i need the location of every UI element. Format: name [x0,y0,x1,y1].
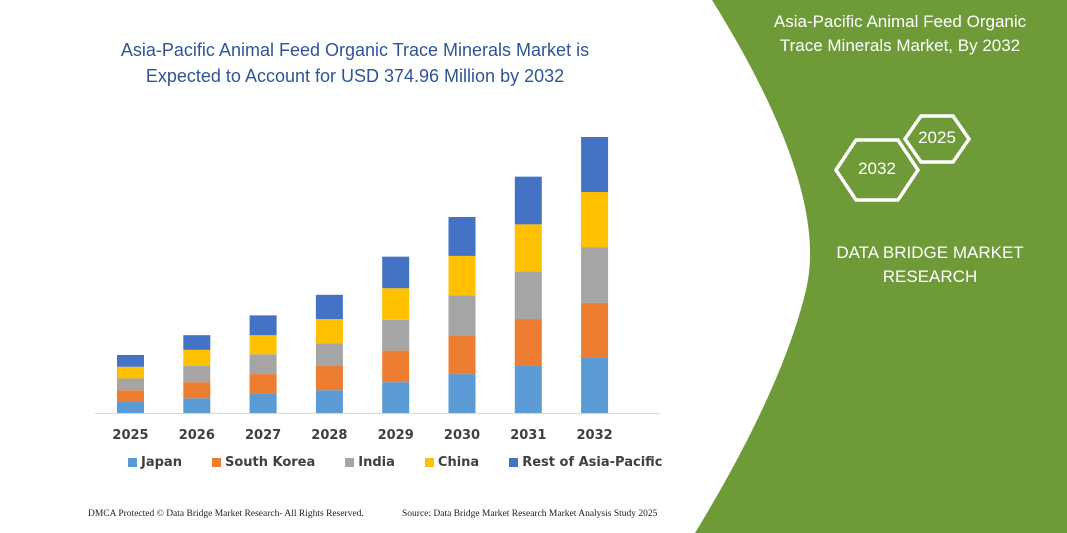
bar-segment-2032-japan [581,357,609,413]
bar-segment-2027-japan [249,393,277,413]
hexagon-2032-icon [833,138,921,202]
legend-swatch-icon [211,458,221,467]
bar-segment-2029-rest-of-asia-pacific [382,256,410,289]
bar-segment-2032-south-korea [581,302,609,358]
brand-line1: DATA BRIDGE MARKET [836,243,1024,262]
bar-segment-2026-china [183,349,211,367]
bar-segment-2026-rest-of-asia-pacific [183,335,211,350]
bar-segment-2029-south-korea [382,350,410,383]
bar-segment-2025-rest-of-asia-pacific [117,355,144,367]
legend-item: India [345,455,395,470]
panel-title: Asia-Pacific Animal Feed Organic Trace M… [740,10,1060,58]
legend-item: Rest of Asia-Pacific [509,455,663,470]
bar-segment-2032-china [581,192,609,248]
bar-segment-2026-india [183,366,211,383]
x-tick-label: 2028 [311,428,347,443]
bar-segment-2032-rest-of-asia-pacific [581,137,609,193]
bar-segment-2025-japan [117,401,144,413]
legend-swatch-icon [128,458,137,467]
x-tick-label: 2025 [112,428,148,443]
bar-segment-2029-india [382,319,410,351]
bar-segment-2027-rest-of-asia-pacific [249,315,277,336]
legend-item: South Korea [211,455,316,470]
panel-background [695,0,1067,533]
bar-segment-2030-japan [448,374,476,413]
x-tick-label: 2029 [378,428,414,443]
bar-segment-2027-south-korea [249,374,277,394]
bar-segment-2028-rest-of-asia-pacific [315,294,343,320]
footer-source: Source: Data Bridge Market Research Mark… [402,509,658,519]
bar-segment-2027-india [249,354,277,375]
hex-label-2025: 2025 [918,128,956,147]
bar-segment-2028-japan [315,390,343,413]
x-tick-label: 2031 [510,428,546,443]
bar-segment-2031-south-korea [514,319,542,367]
x-tick-label: 2027 [245,428,281,443]
panel-title-line1: Asia-Pacific Animal Feed Organic [773,12,1027,31]
chart-legend: Japan South Korea India China Rest of Asia-P… [128,455,693,470]
legend-label: India [358,455,395,470]
x-tick-label: 2032 [577,428,613,443]
x-tick-label: 2026 [179,428,215,443]
bar-segment-2027-china [249,335,277,355]
chart-title: Asia-Pacific Animal Feed Organic Trace M… [60,37,650,89]
bar-segment-2026-south-korea [183,382,211,399]
bar-segment-2029-china [382,288,410,320]
legend-swatch-icon [345,458,355,467]
stacked-bar-chart: 2025 2026 2027 2028 2029 2030 2031 2032 [95,137,660,443]
bar-segment-2030-india [448,295,476,336]
bar-segment-2031-india [514,271,542,320]
bar-segment-2031-china [514,224,542,272]
x-tick-label: 2030 [444,428,480,443]
bar-segment-2025-china [117,366,144,379]
legend-label: China [437,455,480,470]
panel-title-line2: Trace Minerals Market, By 2032 [779,36,1021,55]
bar-segment-2026-japan [183,398,211,413]
bar-segment-2028-india [315,343,343,367]
bar-segment-2030-china [448,255,476,296]
chart-title-line2: Expected to Account for USD 374.96 Milli… [145,66,565,86]
bar-segment-2029-japan [382,382,410,413]
bar-segment-2031-rest-of-asia-pacific [514,176,542,225]
bar-segment-2025-india [117,378,144,391]
legend-item: Japan [128,455,182,470]
bar-segment-2031-japan [514,366,542,413]
legend-label: Rest of Asia-Pacific [522,455,663,470]
legend-label: South Korea [224,455,316,470]
bar-segment-2030-rest-of-asia-pacific [448,217,476,256]
hexagon-2025-icon [902,114,972,164]
bar-segment-2032-india [581,247,609,303]
legend-label: Japan [141,455,182,470]
brand-name: DATA BRIDGE MARKET RESEARCH [800,241,1060,289]
bar-segment-2025-south-korea [117,390,144,402]
bar-segment-2030-south-korea [448,335,476,375]
brand-line2: RESEARCH [882,267,978,286]
legend-swatch-icon [424,458,434,467]
bar-segment-2028-south-korea [315,366,343,391]
footer-copyright: DMCA Protected © Data Bridge Market Rese… [88,509,364,519]
legend-swatch-icon [509,458,519,467]
hex-label-2032: 2032 [858,159,896,178]
legend-item: China [424,455,480,470]
bar-segment-2028-china [315,319,343,344]
chart-title-line1: Asia-Pacific Animal Feed Organic Trace M… [120,40,590,60]
